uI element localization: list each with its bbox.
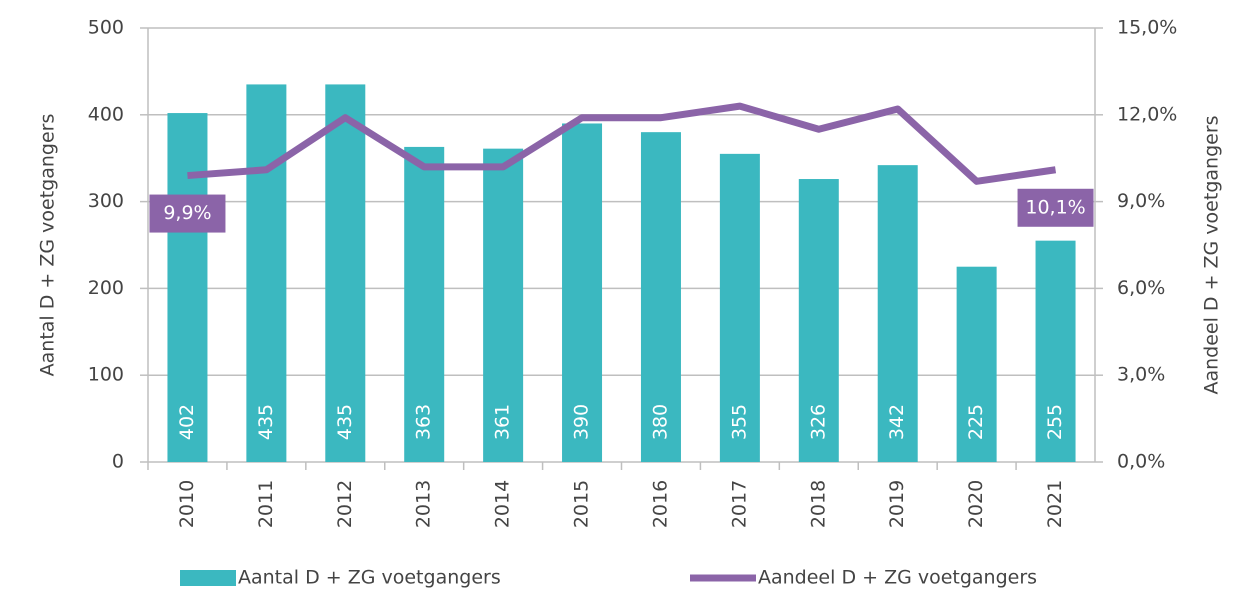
legend-label: Aantal D + ZG voetgangers: [238, 567, 501, 589]
y2-tick-label: 9,0%: [1117, 190, 1165, 212]
x-tick-label: 2020: [965, 480, 987, 528]
y2-tick-label: 6,0%: [1117, 277, 1165, 299]
y-tick-label: 0: [112, 451, 124, 473]
legend-swatch: [180, 570, 236, 586]
y-tick-label: 100: [88, 364, 124, 386]
bar: [1035, 240, 1076, 462]
bar-value-label: 361: [492, 404, 514, 440]
y2-tick-label: 12,0%: [1117, 103, 1177, 125]
y-tick-label: 200: [88, 277, 124, 299]
x-tick-label: 2011: [255, 480, 277, 528]
bar: [798, 179, 839, 463]
x-tick-label: 2012: [334, 480, 356, 528]
x-tick-label: 2021: [1044, 480, 1066, 528]
y2-axis-title: Aandeel D + ZG voetgangers: [1201, 115, 1223, 394]
bar-value-label: 225: [965, 404, 987, 440]
bar: [956, 266, 997, 462]
x-tick-label: 2015: [571, 480, 593, 528]
x-tick-label: 2010: [176, 480, 198, 528]
y-tick-label: 500: [88, 17, 124, 39]
y2-tick-label: 3,0%: [1117, 364, 1165, 386]
x-tick-label: 2014: [492, 480, 514, 528]
y-tick-label: 400: [88, 103, 124, 125]
bar-value-label: 402: [176, 404, 198, 440]
bar: [325, 84, 366, 463]
x-tick-label: 2016: [649, 480, 671, 528]
line-value-label: 9,9%: [163, 202, 211, 224]
y2-tick-label: 0,0%: [1117, 451, 1165, 473]
line-label-box: [149, 194, 226, 233]
bar-value-label: 390: [571, 404, 593, 440]
bar: [483, 148, 524, 463]
bar-value-label: 342: [886, 404, 908, 440]
bar-value-label: 255: [1044, 404, 1066, 440]
bar-value-label: 326: [807, 404, 829, 440]
y-axis-title: Aantal D + ZG voetgangers: [37, 114, 59, 377]
bar-value-label: 435: [255, 404, 277, 440]
bar: [719, 153, 760, 463]
x-tick-label: 2018: [807, 480, 829, 528]
y2-tick-label: 15,0%: [1117, 17, 1177, 39]
line: [187, 102, 1057, 185]
bar: [404, 146, 445, 462]
legend-label: Aandeel D + ZG voetgangers: [758, 567, 1037, 589]
bar-value-label: 363: [413, 404, 435, 440]
bar: [640, 132, 681, 462]
bar: [877, 165, 918, 463]
y-tick-label: 300: [88, 190, 124, 212]
bar: [562, 123, 603, 462]
bar-value-label: 380: [649, 404, 671, 440]
bar-value-label: 355: [728, 404, 750, 440]
x-tick-label: 2013: [413, 480, 435, 528]
x-tick-label: 2019: [886, 480, 908, 528]
line-value-label: 10,1%: [1025, 196, 1085, 218]
bar-value-label: 435: [334, 404, 356, 440]
bar: [246, 84, 287, 463]
x-tick-label: 2017: [728, 480, 750, 528]
line-label-box: [1017, 188, 1094, 227]
